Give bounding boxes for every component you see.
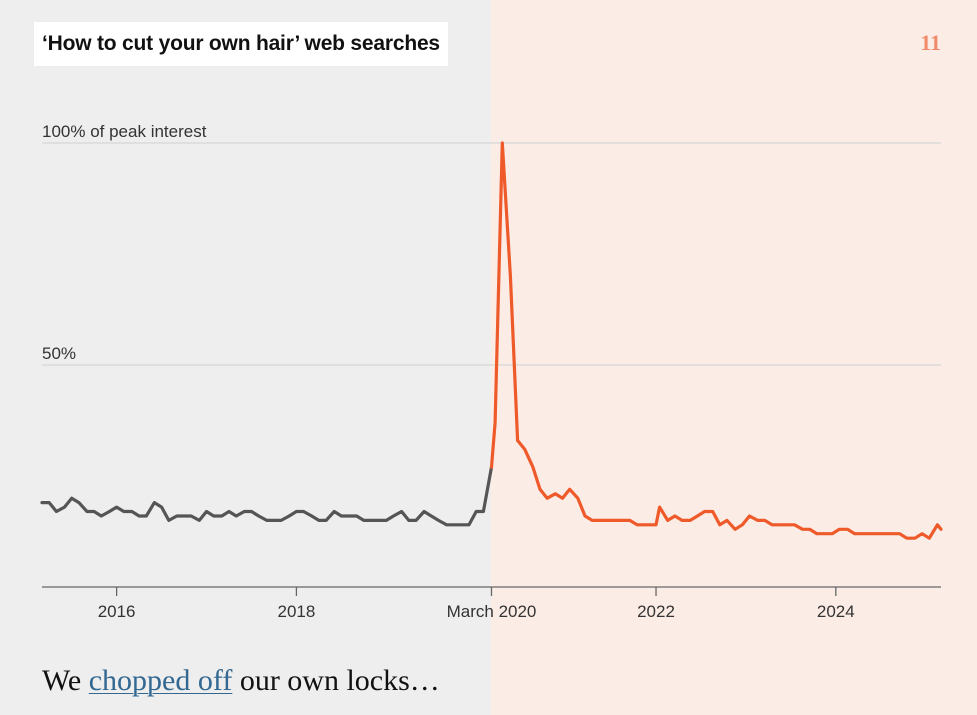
x-tick-label: 2016 (98, 602, 136, 621)
pre-pandemic-background (0, 0, 491, 715)
page-number: 11 (920, 30, 941, 55)
chart-title: ‘How to cut your own hair’ web searches (42, 32, 440, 55)
caption-before: We (42, 664, 89, 697)
gridlines (42, 142, 941, 366)
post-pandemic-background (491, 0, 977, 715)
chart-title-box: ‘How to cut your own hair’ web searches (34, 22, 448, 66)
x-tick-label: 2024 (817, 602, 855, 621)
caption-after: our own locks… (232, 664, 440, 697)
series-line-before-march-2020 (40, 465, 494, 527)
caption-text: We chopped off our own locks… (42, 664, 440, 698)
series-lines (40, 141, 943, 540)
y-tick-label: 100% of peak interest (42, 122, 207, 141)
x-tick-label: 2022 (637, 602, 675, 621)
x-axis (42, 586, 941, 596)
chopped-off-link[interactable]: chopped off (88, 664, 233, 697)
y-tick-label: 50% (42, 344, 76, 363)
tick-labels: 100% of peak interest 50% 2016 2018 March 20… (42, 122, 855, 621)
series-line-after-march-2020 (489, 141, 943, 540)
x-tick-label: 2018 (278, 602, 316, 621)
x-tick-label: March 2020 (447, 602, 537, 621)
